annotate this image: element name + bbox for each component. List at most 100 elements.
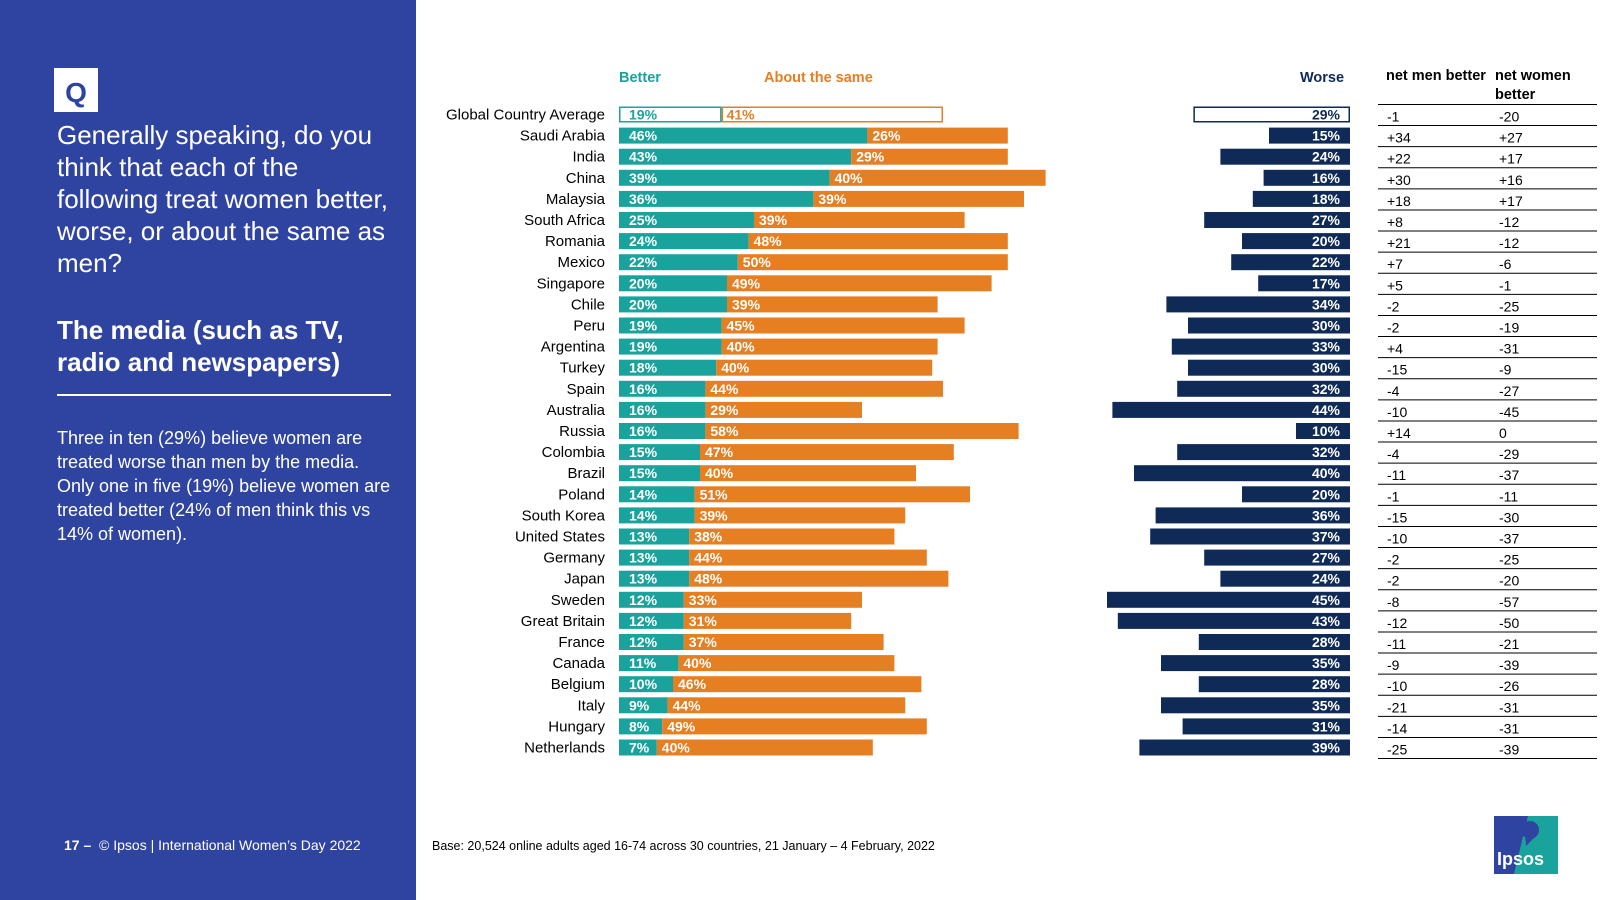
bar-better <box>619 549 690 566</box>
net-men-value: -15 <box>1387 362 1407 378</box>
net-men-value: -10 <box>1387 404 1407 420</box>
bar-better <box>619 486 695 503</box>
bar-better <box>619 718 663 735</box>
net-women-value: -37 <box>1499 531 1519 547</box>
bar-same <box>705 380 943 397</box>
label-worse: 27% <box>1312 212 1341 228</box>
net-men-value: +4 <box>1387 341 1403 357</box>
left-panel: Q Generally speaking, do you think that … <box>0 0 416 900</box>
net-men-value: -4 <box>1387 446 1400 462</box>
label-same: 48% <box>754 233 783 249</box>
label-same: 39% <box>759 212 788 228</box>
net-men-value: -11 <box>1387 636 1406 652</box>
label-better: 16% <box>629 423 658 439</box>
bar-same <box>673 676 922 693</box>
country-label: Chile <box>571 296 605 313</box>
bar-same <box>721 106 943 123</box>
net-women-value: -45 <box>1499 404 1519 420</box>
label-better: 19% <box>629 318 658 334</box>
label-worse: 44% <box>1312 402 1341 418</box>
label-worse: 15% <box>1312 128 1341 144</box>
country-label: Colombia <box>542 444 606 461</box>
net-men-value: -21 <box>1387 699 1407 715</box>
country-label: France <box>558 634 605 651</box>
bar-same <box>705 423 1019 439</box>
header-about-the-same: About the same <box>764 70 873 86</box>
label-same: 58% <box>710 423 739 439</box>
bar-same <box>656 739 873 756</box>
net-men-value: +18 <box>1387 193 1411 209</box>
label-same: 40% <box>835 170 864 186</box>
question-text: Generally speaking, do you think that ea… <box>57 120 388 278</box>
bar-worse <box>1177 444 1350 461</box>
label-better: 12% <box>629 613 658 629</box>
country-label: Turkey <box>560 360 606 377</box>
net-men-value: -25 <box>1387 742 1407 758</box>
header-net-men-better: net men better <box>1386 68 1486 84</box>
net-women-value: -19 <box>1499 320 1519 336</box>
ipsos-logo <box>1494 816 1558 874</box>
net-women-value: -29 <box>1499 446 1519 462</box>
bar-better <box>619 380 706 397</box>
net-men-value: +14 <box>1387 425 1411 441</box>
country-label: Spain <box>567 381 605 398</box>
net-men-value: -2 <box>1387 320 1400 336</box>
net-men-value: -2 <box>1387 552 1400 568</box>
bar-same <box>683 634 884 650</box>
net-women-value: -26 <box>1499 678 1519 694</box>
label-better: 22% <box>629 254 658 270</box>
net-women-value: -20 <box>1499 573 1519 589</box>
label-better: 14% <box>629 507 658 523</box>
label-better: 15% <box>629 465 658 481</box>
bar-better <box>619 655 679 672</box>
bar-better <box>619 465 700 482</box>
label-worse: 35% <box>1312 655 1341 671</box>
bar-same <box>705 401 862 418</box>
label-same: 44% <box>694 550 723 566</box>
net-men-value: +34 <box>1387 130 1411 146</box>
bar-better <box>619 401 706 418</box>
label-worse: 45% <box>1312 592 1341 608</box>
bar-same <box>689 549 927 566</box>
net-women-value: +17 <box>1499 193 1523 209</box>
bar-worse <box>1171 338 1350 355</box>
net-men-value: +7 <box>1387 256 1403 272</box>
label-worse: 32% <box>1312 444 1341 460</box>
bar-better <box>619 148 852 165</box>
net-men-value: +5 <box>1387 277 1403 293</box>
bar-worse <box>1220 148 1350 165</box>
country-label: Sweden <box>551 592 605 609</box>
net-men-value: -12 <box>1387 615 1407 631</box>
label-better: 16% <box>629 381 658 397</box>
bar-better <box>619 317 722 334</box>
label-better: 15% <box>629 444 658 460</box>
label-same: 26% <box>872 128 901 144</box>
bar-worse <box>1161 655 1350 672</box>
bar-worse <box>1198 676 1350 693</box>
label-same: 33% <box>689 592 718 608</box>
net-women-value: -57 <box>1499 594 1519 610</box>
country-label: Saudi Arabia <box>520 128 606 145</box>
label-same: 38% <box>694 529 723 545</box>
net-men-value: -2 <box>1387 573 1400 589</box>
bar-worse <box>1242 233 1350 250</box>
bar-same <box>748 233 1008 250</box>
label-better: 19% <box>629 107 658 123</box>
bar-worse <box>1193 106 1351 123</box>
label-worse: 17% <box>1312 275 1341 291</box>
net-women-value: -31 <box>1499 720 1519 736</box>
bar-worse <box>1231 254 1350 271</box>
bar-better <box>619 190 814 207</box>
label-same: 48% <box>694 571 723 587</box>
label-worse: 20% <box>1312 233 1341 249</box>
net-men-value: -1 <box>1387 109 1400 125</box>
bar-better <box>619 739 657 756</box>
label-same: 45% <box>727 318 756 334</box>
label-worse: 37% <box>1312 529 1341 545</box>
bar-worse <box>1150 528 1350 545</box>
net-women-value: -9 <box>1499 362 1512 378</box>
label-better: 11% <box>629 655 657 671</box>
subtopic-title: The media (such as TV, radio and newspap… <box>57 315 344 377</box>
bar-same <box>813 190 1024 207</box>
label-better: 12% <box>629 634 658 650</box>
